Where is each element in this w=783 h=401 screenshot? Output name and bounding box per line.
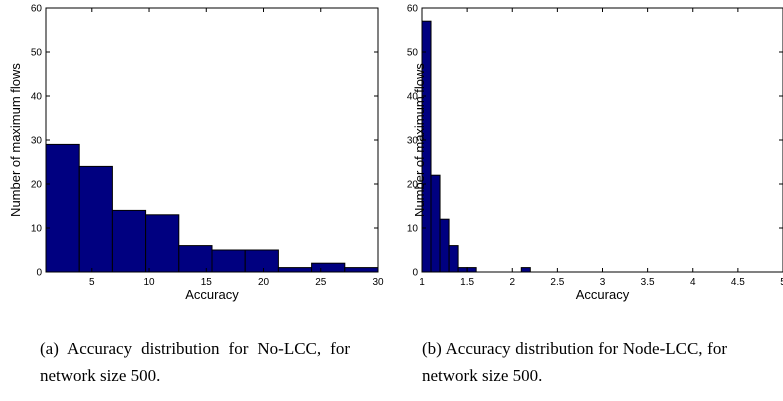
histogram-panel-no-lcc: 0 10 20 30 40 50 60 5 10 15 20 25 30 Accuracy Number o… bbox=[0, 0, 395, 303]
x-tick-label: 3 bbox=[600, 277, 606, 288]
histogram-panel-node-lcc: 0 10 20 30 40 50 60 1 1.5 2 2.5 3 3.5 4 4.5 5 Accuracy Nu… bbox=[400, 0, 783, 302]
histogram-bar bbox=[178, 245, 213, 273]
histogram-bar bbox=[466, 267, 477, 273]
y-tick-label: 50 bbox=[407, 48, 419, 59]
histogram-node-lcc: 0 10 20 30 40 50 60 1 1.5 2 2.5 3 3.5 4 4.5 5 Accuracy Nu… bbox=[407, 4, 783, 302]
histogram-bar bbox=[211, 249, 246, 273]
x-tick-label: 2.5 bbox=[550, 277, 564, 288]
caption-b: (b) Accuracy distribution for Node-LCC, … bbox=[422, 339, 727, 385]
histogram-bar bbox=[277, 267, 313, 273]
x-axis-label: Accuracy bbox=[576, 287, 630, 302]
x-tick-label: 15 bbox=[201, 277, 213, 288]
y-tick-label: 30 bbox=[407, 136, 419, 147]
y-tick-label: 10 bbox=[31, 224, 43, 235]
y-tick-label: 0 bbox=[412, 268, 418, 279]
x-tick-label: 3.5 bbox=[641, 277, 655, 288]
x-tick-label: 4 bbox=[690, 277, 696, 288]
histogram-bar bbox=[439, 218, 450, 273]
x-tick-label: 10 bbox=[143, 277, 155, 288]
y-tick-label: 50 bbox=[31, 48, 43, 59]
x-tick-label: 1.5 bbox=[460, 277, 474, 288]
x-tick-label: 20 bbox=[258, 277, 270, 288]
histogram-bar bbox=[430, 174, 441, 273]
x-tick-label: 30 bbox=[372, 277, 384, 288]
x-tick-label: 1 bbox=[419, 277, 425, 288]
y-tick-label: 60 bbox=[31, 4, 43, 15]
x-tick-label: 5 bbox=[89, 277, 95, 288]
histogram-bar bbox=[111, 209, 147, 273]
axes-frame bbox=[421, 7, 783, 273]
y-tick-label: 20 bbox=[31, 180, 43, 191]
histogram-bar bbox=[520, 267, 531, 273]
histogram-bar bbox=[311, 262, 346, 273]
histogram-bar bbox=[78, 165, 113, 273]
x-tick-label: 2 bbox=[509, 277, 515, 288]
histogram-bar bbox=[45, 143, 80, 273]
histogram-bar bbox=[344, 267, 379, 273]
y-tick-label: 40 bbox=[31, 92, 43, 103]
histogram-bar bbox=[448, 245, 459, 273]
y-tick-label: 40 bbox=[407, 92, 419, 103]
x-tick-label: 5 bbox=[780, 277, 783, 288]
histogram-no-lcc: 0 10 20 30 40 50 60 5 10 15 20 25 30 Accuracy Number o… bbox=[8, 4, 384, 303]
y-axis-label: Number of maximum flows bbox=[8, 63, 23, 217]
x-tick-label: 25 bbox=[315, 277, 327, 288]
y-tick-label: 60 bbox=[407, 4, 419, 15]
y-tick-label: 30 bbox=[31, 136, 43, 147]
y-tick-label: 10 bbox=[407, 224, 419, 235]
y-tick-label: 20 bbox=[407, 180, 419, 191]
x-tick-label: 4.5 bbox=[731, 277, 745, 288]
histogram-bar bbox=[145, 214, 180, 273]
x-axis-label: Accuracy bbox=[185, 287, 239, 302]
histogram-bar bbox=[457, 267, 468, 273]
caption-a: (a) Accuracy distribution for No-LCC, fo… bbox=[40, 339, 350, 385]
y-axis-label: Number of maximum flows bbox=[412, 63, 427, 217]
histogram-bar bbox=[244, 249, 279, 273]
y-tick-label: 0 bbox=[36, 268, 42, 279]
